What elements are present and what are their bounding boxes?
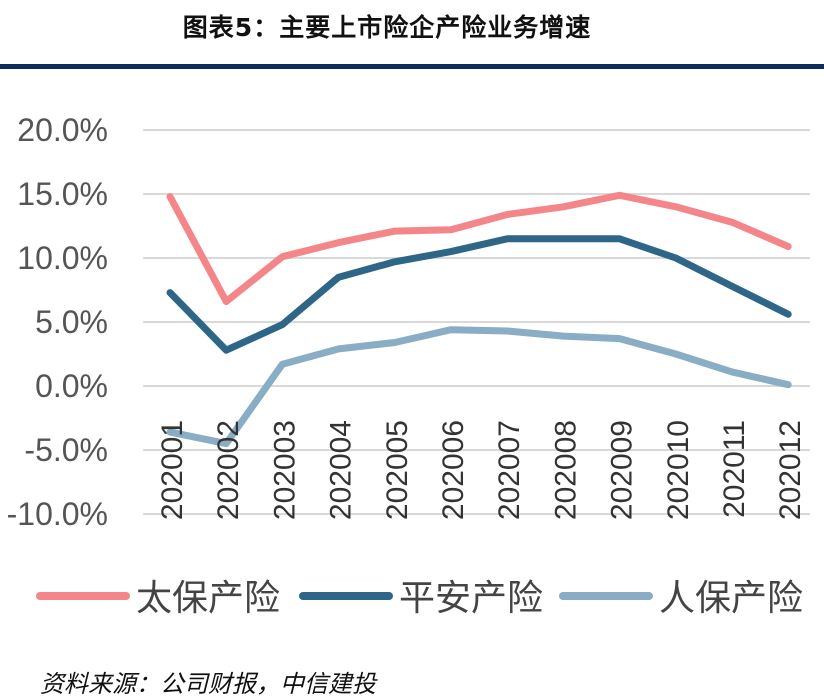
series-line: [166, 326, 792, 448]
source-note: 资料来源：公司财报，中信建投: [40, 670, 376, 698]
y-tick-label: 15.0%: [17, 176, 108, 212]
x-tick-label: 202004: [325, 420, 358, 520]
chart-title: 图表5：主要上市险企产险业务增速: [182, 13, 592, 42]
x-tick-label: 202003: [268, 420, 301, 520]
x-tick-label: 202008: [549, 420, 582, 520]
title-divider: [0, 64, 824, 69]
legend-label: 太保产险: [136, 578, 280, 619]
x-tick-label: 202001: [156, 420, 189, 520]
x-tick-label: 202007: [493, 420, 526, 520]
legend-label: 人保产险: [659, 578, 803, 619]
series-line: [166, 235, 792, 354]
y-tick-label: 5.0%: [35, 304, 108, 340]
x-tick-label: 202005: [381, 420, 414, 520]
x-tick-label: 202006: [437, 420, 470, 520]
y-tick-label: -5.0%: [24, 432, 108, 468]
x-axis-ticks: 202001 202002 202003 202004 202005 202006 2020…: [156, 420, 807, 520]
gridlines: [143, 129, 810, 515]
x-tick-label: 202002: [212, 420, 245, 520]
y-axis-ticks: 20.0% 15.0% 10.0% 5.0% 0.0% -5.0% -10.0%: [7, 112, 108, 532]
y-tick-label: 10.0%: [17, 240, 108, 276]
y-tick-label: -10.0%: [7, 496, 108, 532]
series-line: [166, 191, 792, 305]
x-tick-label: 202011: [718, 420, 751, 518]
y-tick-label: 0.0%: [35, 368, 108, 404]
series-lines: [166, 191, 792, 448]
legend: 太保产险 平安产险 人保产险: [36, 578, 803, 619]
legend-label: 平安产险: [399, 578, 543, 619]
x-tick-label: 202012: [774, 420, 807, 520]
x-tick-label: 202009: [606, 420, 639, 520]
y-tick-label: 20.0%: [17, 112, 108, 148]
x-tick-label: 202010: [662, 420, 695, 520]
